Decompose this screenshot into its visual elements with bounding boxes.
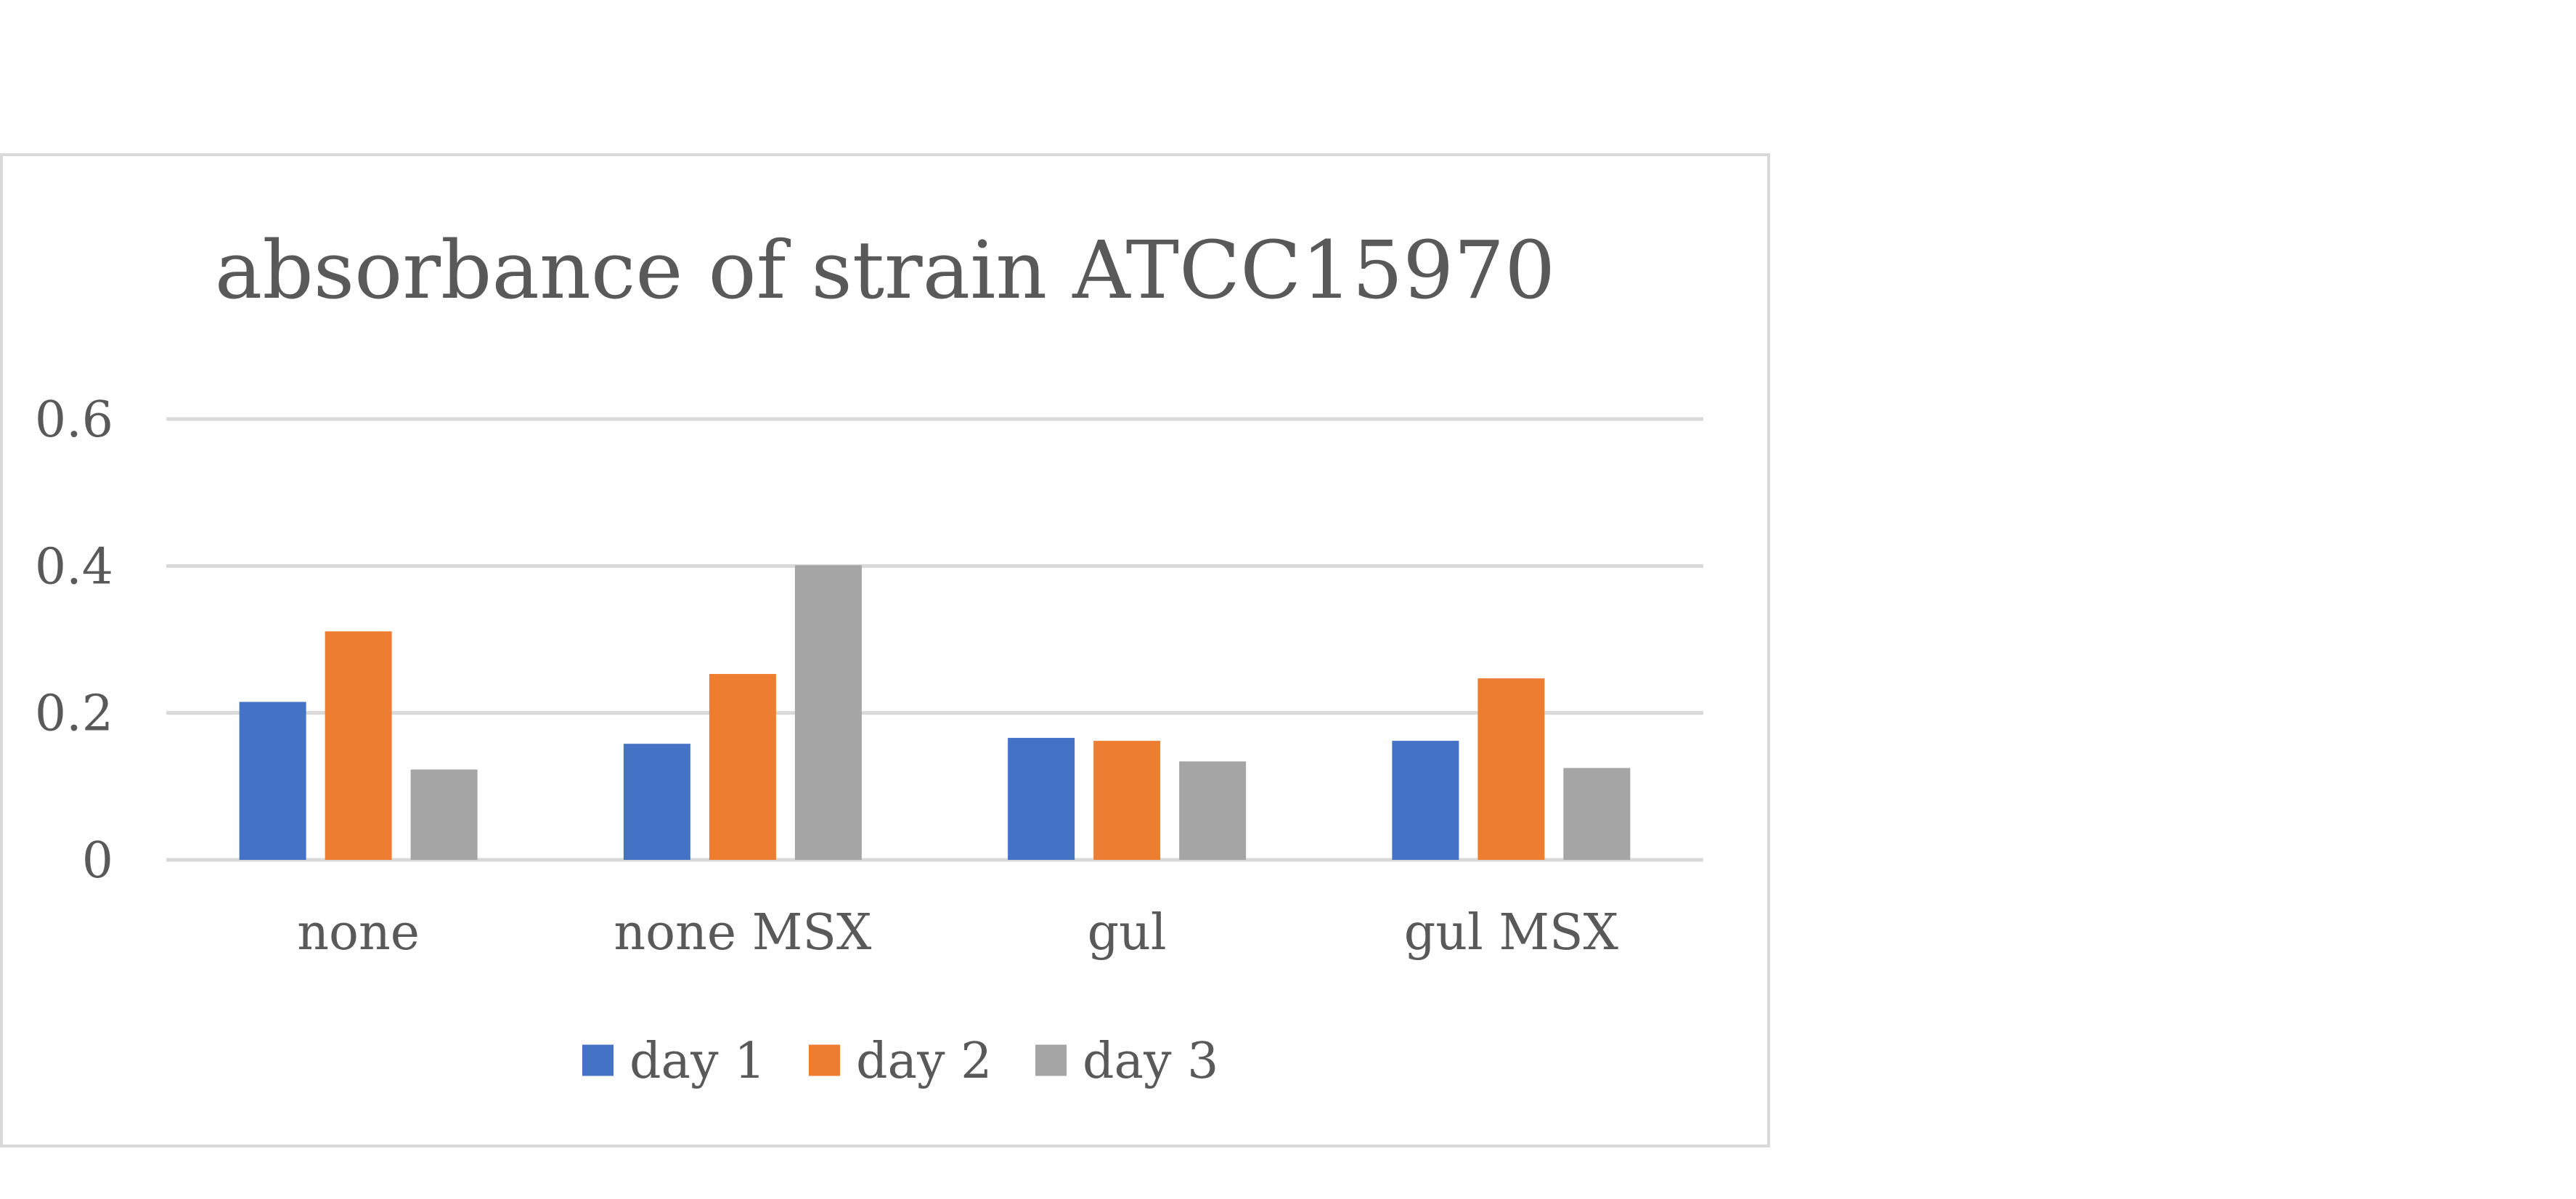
legend: day 1 day 2 day 3 xyxy=(582,1033,1218,1090)
bar-gul-day-2 xyxy=(1093,741,1161,860)
bar-none-day-3 xyxy=(410,769,478,860)
y-tick-label-0: 0 xyxy=(82,832,113,890)
bar-gul-day-1 xyxy=(1008,738,1075,860)
bar-gul-msx-day-1 xyxy=(1392,741,1459,860)
y-tick-label-2: 0.4 xyxy=(35,538,113,596)
legend-swatch-1 xyxy=(809,1044,840,1076)
y-tick-label-3: 0.6 xyxy=(35,391,113,449)
legend-label-0: day 1 xyxy=(629,1033,765,1090)
legend-label-1: day 2 xyxy=(856,1033,992,1090)
bar-gul-msx-day-2 xyxy=(1477,678,1545,860)
bar-gul-msx-day-3 xyxy=(1563,768,1631,860)
chart-title: absorbance of strain ATCC15970 xyxy=(215,224,1556,317)
x-tick-label-0: none xyxy=(297,904,420,962)
bar-gul-day-3 xyxy=(1179,761,1247,860)
y-axis-ticks: 0 0.2 0.4 0.6 xyxy=(35,391,113,890)
chart-frame xyxy=(0,153,1770,1147)
x-axis-ticks: none none MSX gul gul MSX xyxy=(297,904,1618,962)
legend-swatch-0 xyxy=(582,1044,614,1076)
bar-none-msx-day-1 xyxy=(623,744,690,860)
bar-none-msx-day-2 xyxy=(709,674,776,860)
legend-swatch-2 xyxy=(1035,1044,1067,1076)
y-tick-label-1: 0.2 xyxy=(35,686,113,743)
x-tick-label-3: gul MSX xyxy=(1404,904,1619,962)
bars xyxy=(239,565,1631,860)
x-tick-label-1: none MSX xyxy=(614,904,872,962)
gridlines xyxy=(166,417,1703,862)
bar-none-day-1 xyxy=(239,702,306,860)
x-tick-label-2: gul xyxy=(1088,904,1167,962)
legend-label-2: day 3 xyxy=(1083,1033,1218,1090)
bar-none-msx-day-3 xyxy=(794,565,862,860)
bar-none-day-2 xyxy=(325,631,392,860)
